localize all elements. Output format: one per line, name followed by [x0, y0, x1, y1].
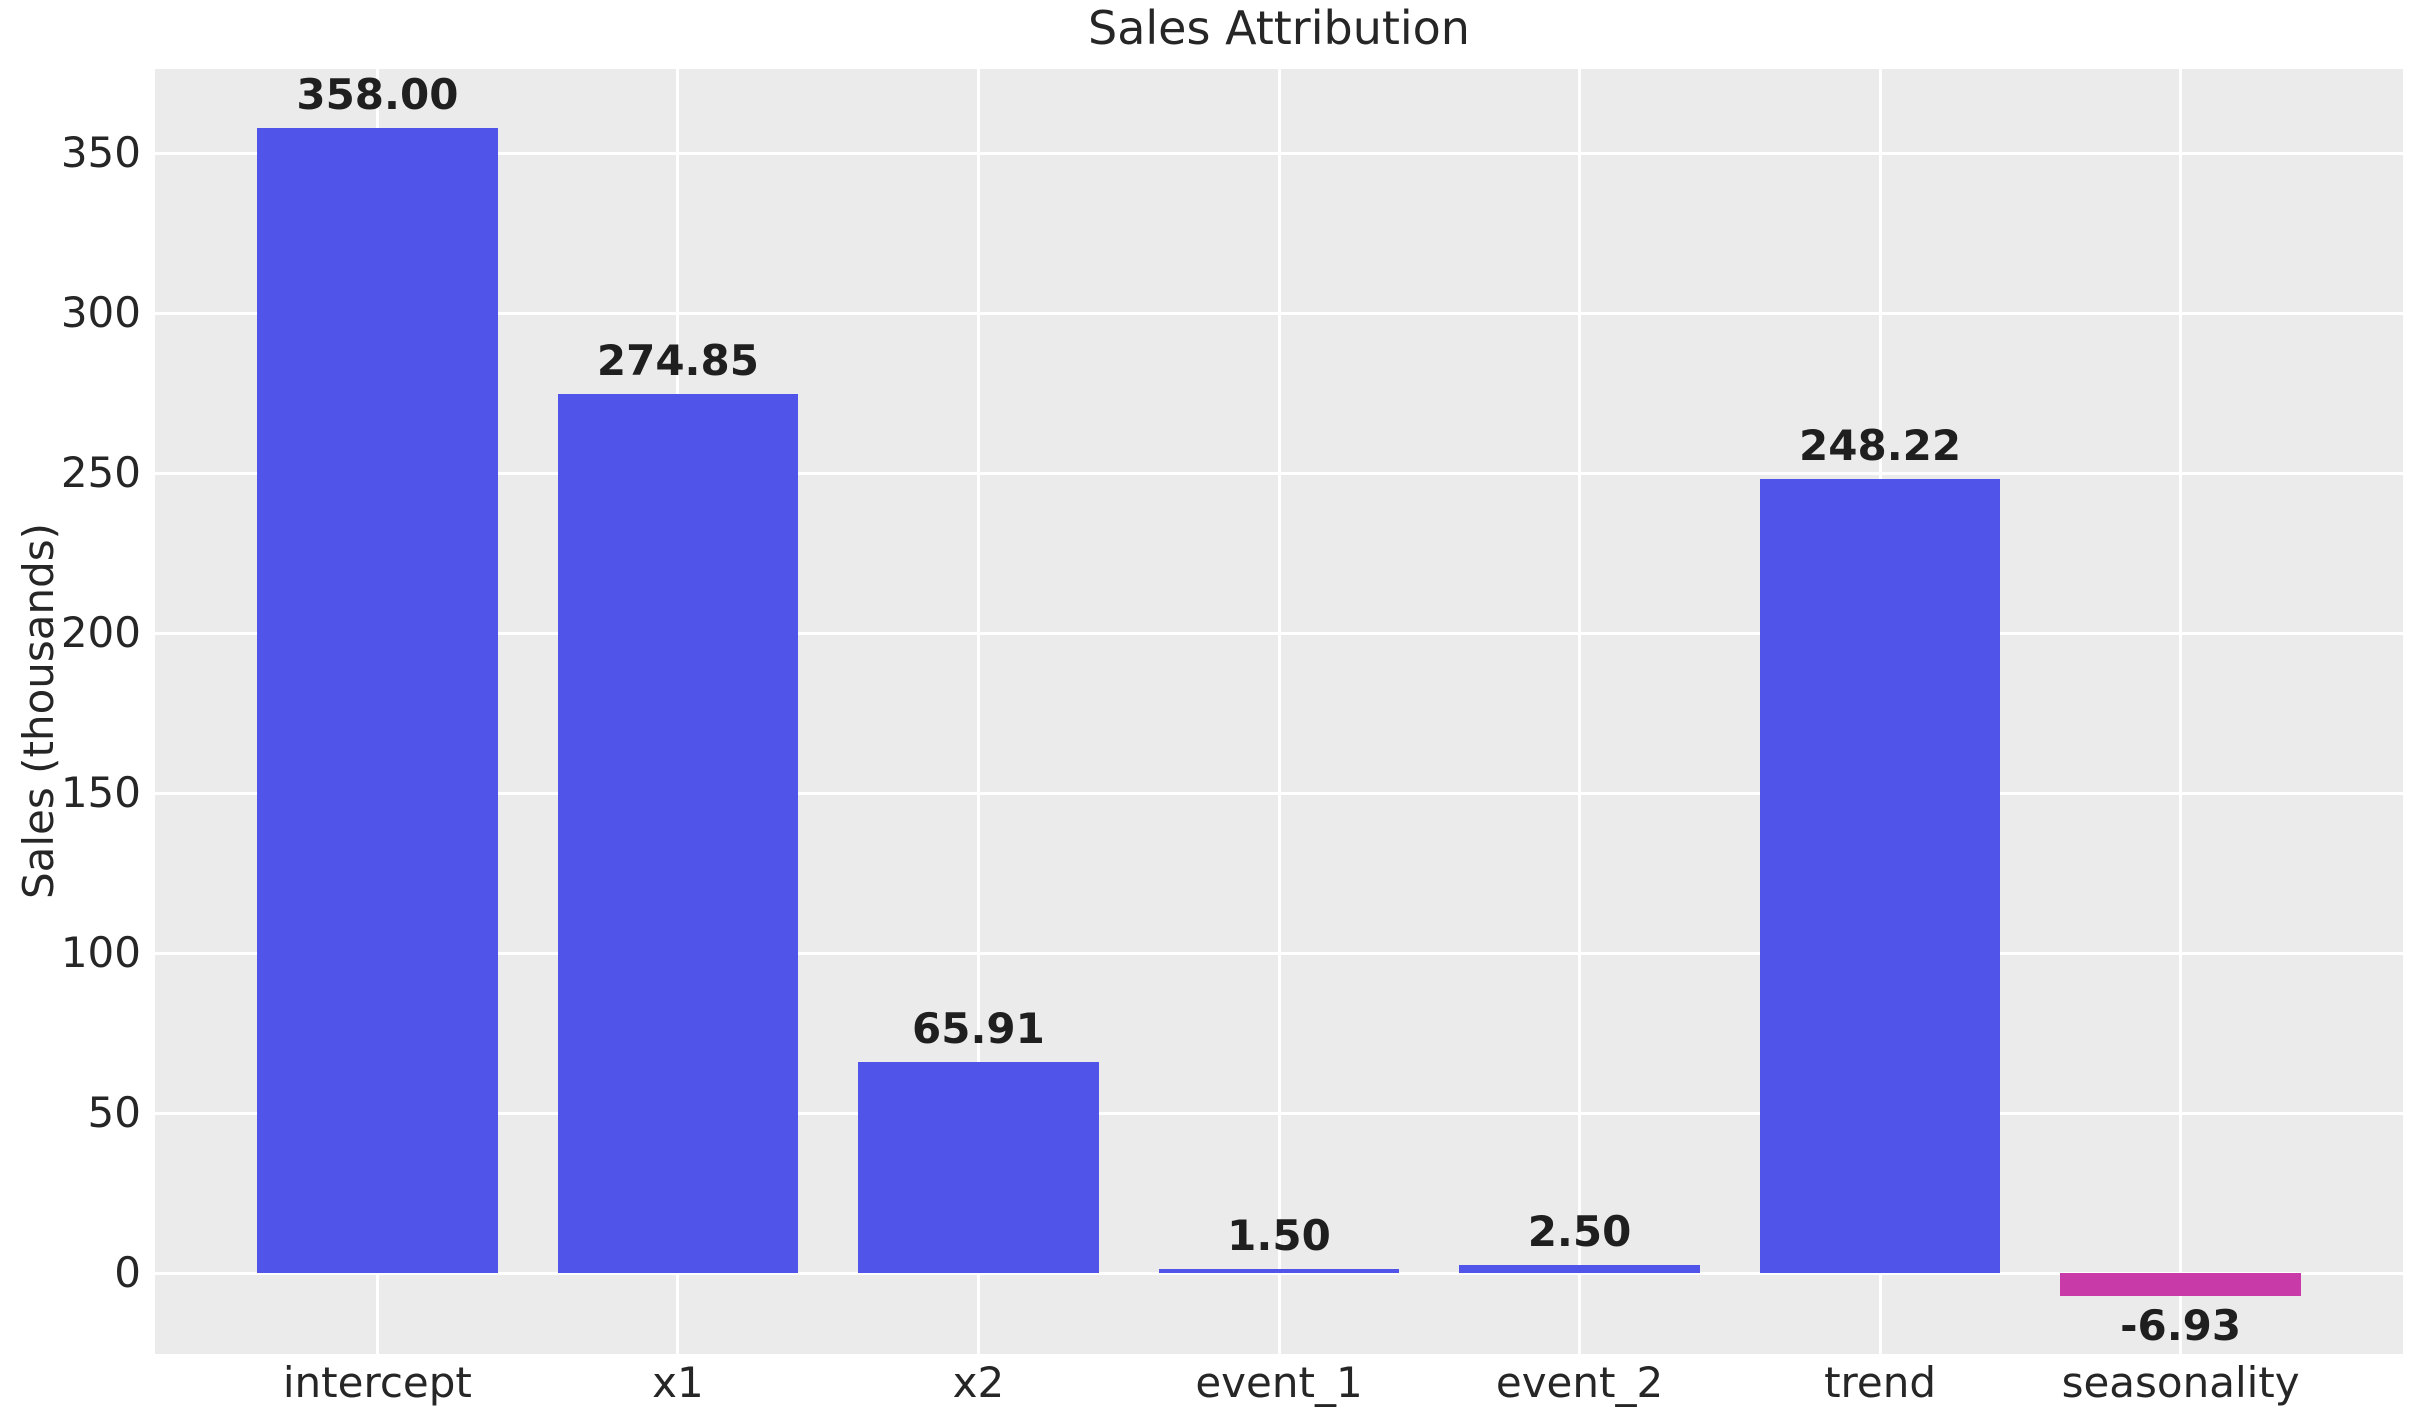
xtick-event_2: event_2	[1495, 1358, 1664, 1407]
xtick-seasonality: seasonality	[2061, 1358, 2300, 1407]
ytick-0: 0	[114, 1248, 141, 1298]
bar-intercept	[257, 127, 498, 1274]
gridline-x-event_1	[1277, 69, 1281, 1354]
ytick-200: 200	[60, 608, 141, 658]
ytick-350: 350	[60, 128, 141, 178]
value-label-event_2: 2.50	[1527, 1207, 1632, 1257]
gridline-x-event_2	[1578, 69, 1582, 1354]
bar-event_1	[1158, 1268, 1400, 1274]
xtick-x2: x2	[952, 1358, 1005, 1407]
bar-seasonality	[2060, 1273, 2301, 1296]
value-label-x1: 274.85	[596, 335, 759, 385]
bar-trend	[1759, 478, 2001, 1274]
value-label-event_1: 1.50	[1227, 1210, 1331, 1260]
value-label-intercept: 358.00	[296, 69, 459, 119]
ytick-100: 100	[60, 928, 141, 978]
bar-x1	[557, 393, 799, 1274]
bar-event_2	[1459, 1265, 1700, 1274]
xtick-intercept: intercept	[282, 1358, 472, 1407]
value-label-trend: 248.22	[1799, 420, 1962, 470]
ytick-150: 150	[60, 768, 141, 818]
xtick-event_1: event_1	[1195, 1358, 1363, 1407]
value-label-seasonality: -6.93	[2120, 1300, 2242, 1350]
y-axis-label: Sales (thousands)	[14, 522, 63, 900]
ytick-300: 300	[60, 288, 141, 338]
chart-title: Sales Attribution	[1088, 1, 1470, 55]
gridline-x-seasonality	[2179, 69, 2183, 1354]
plot-area: 358.00 274.85 65.91 1.50 2.50 248.22 -6.93	[155, 69, 2403, 1354]
value-label-x2: 65.91	[912, 1004, 1045, 1054]
xtick-x1: x1	[652, 1358, 704, 1407]
ytick-250: 250	[60, 448, 141, 498]
xtick-trend: trend	[1824, 1358, 1937, 1407]
gridline-x-x2	[976, 69, 980, 1354]
bar-x2	[858, 1062, 1099, 1274]
ytick-50: 50	[87, 1088, 141, 1138]
